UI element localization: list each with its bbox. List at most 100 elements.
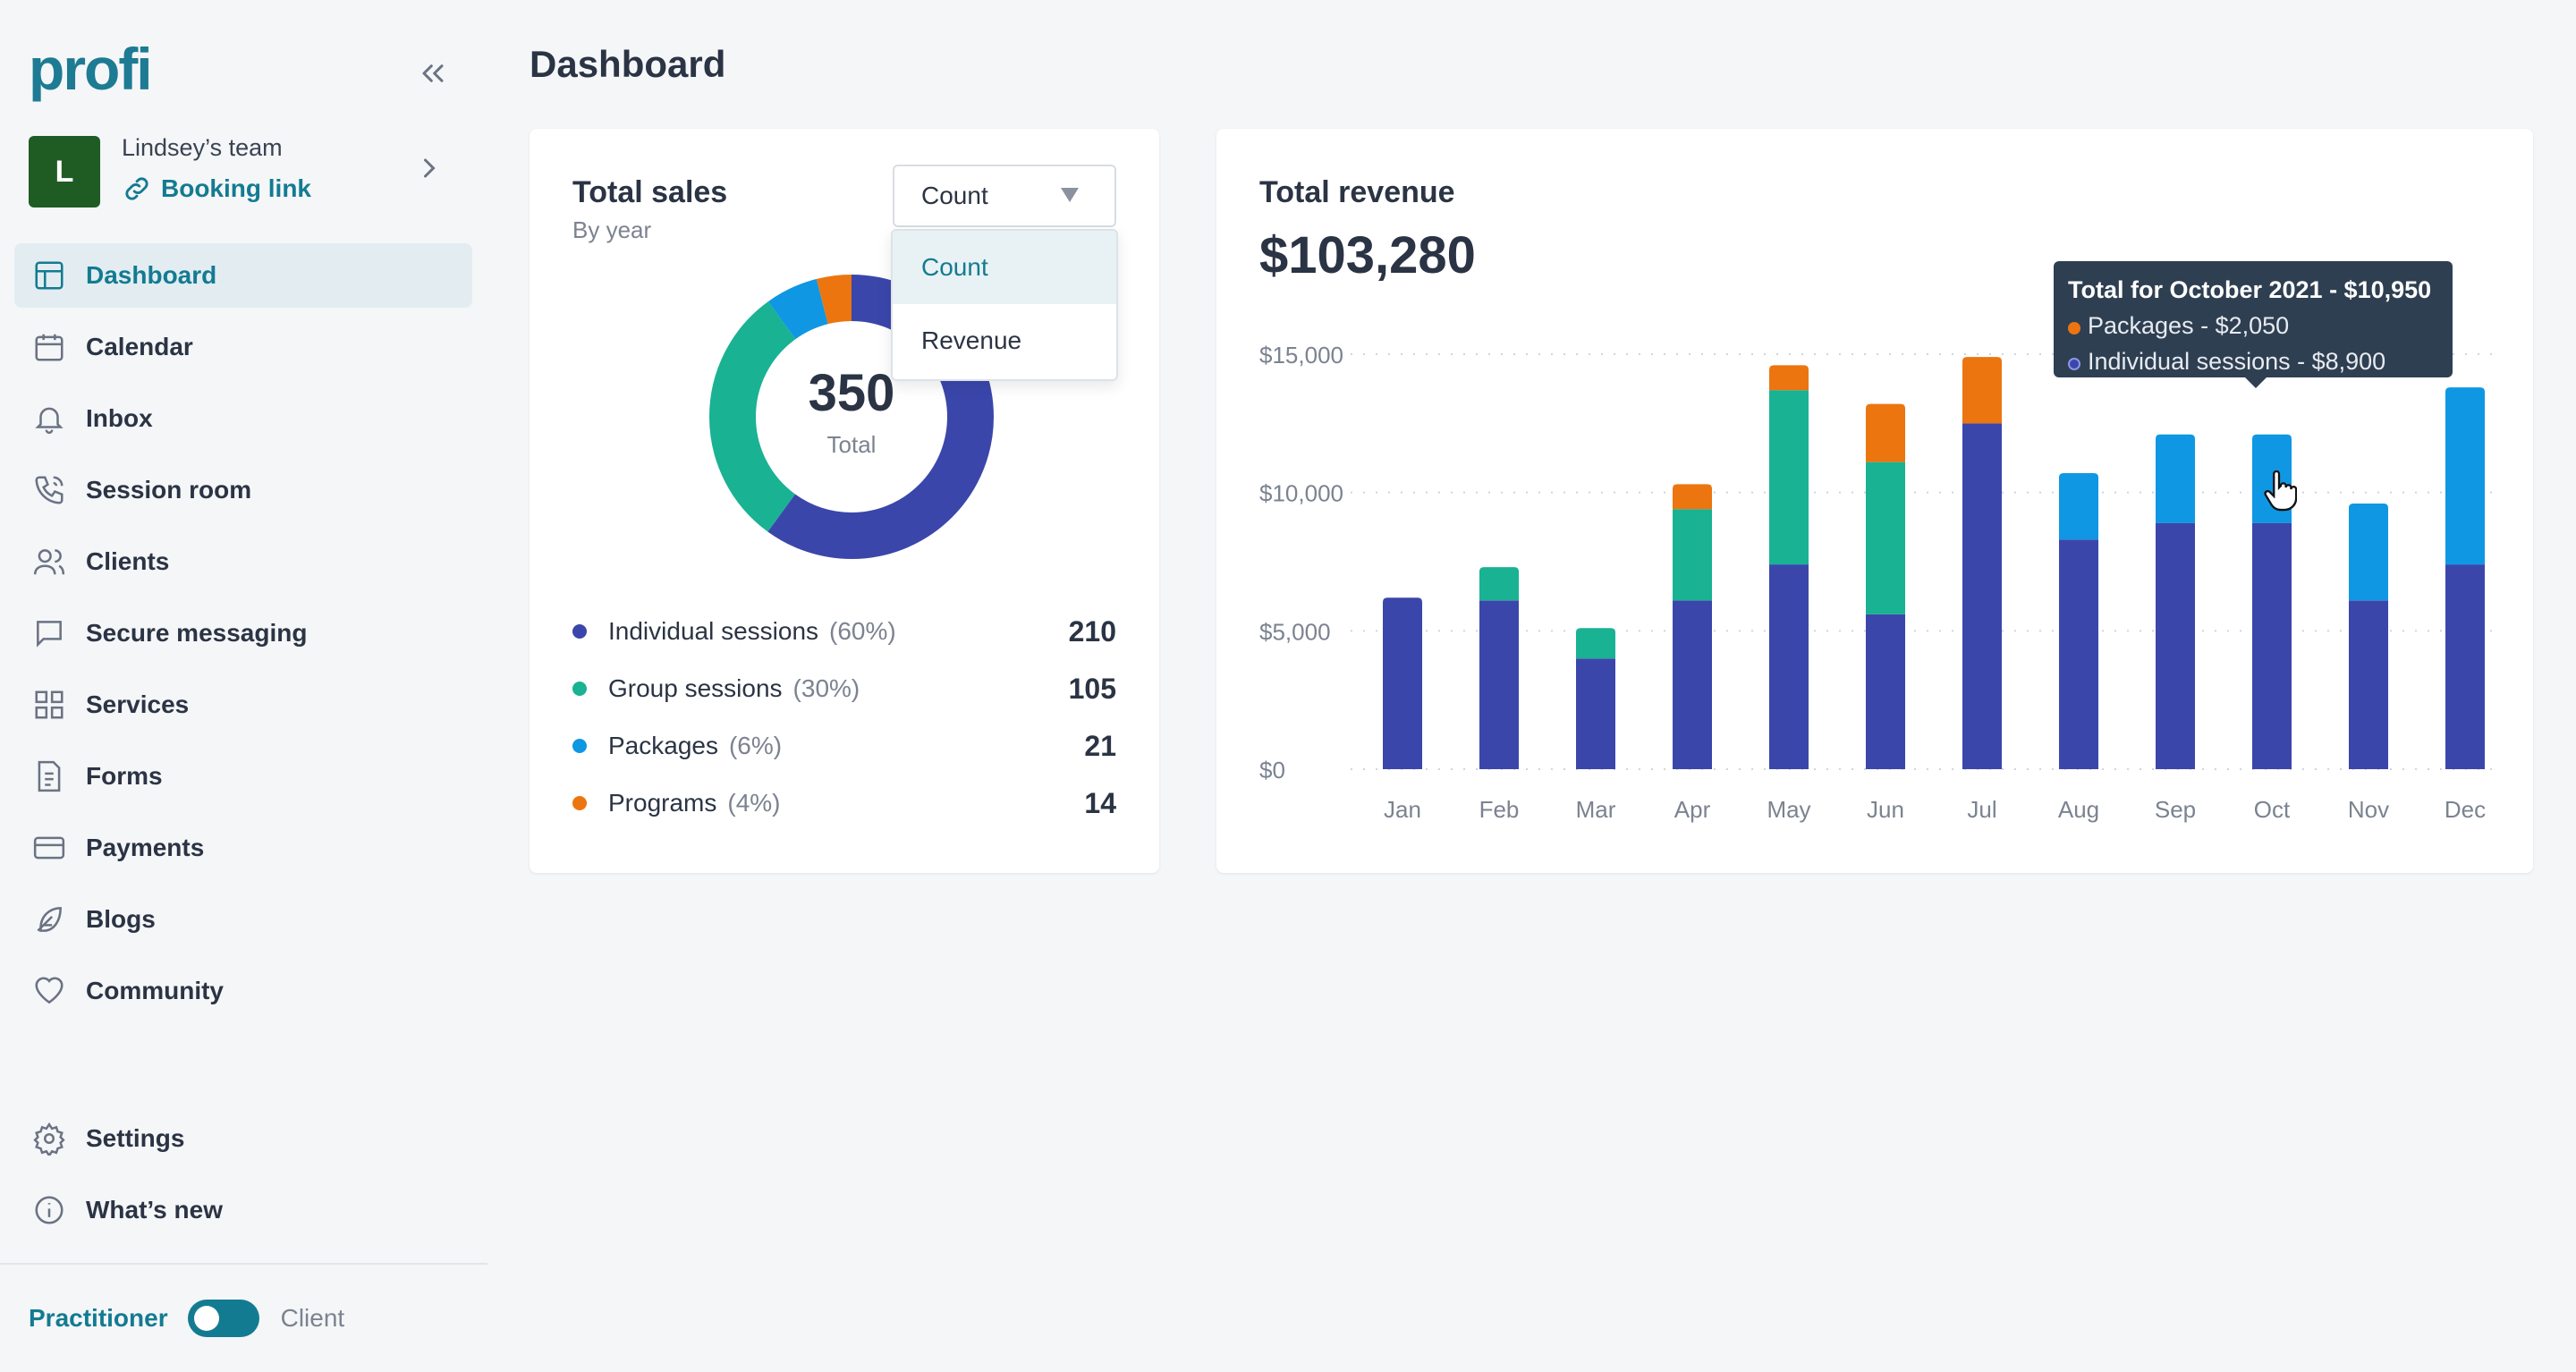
nav-item-label: Calendar bbox=[86, 333, 193, 360]
bar-jun-programs[interactable] bbox=[1866, 403, 1905, 462]
nav-item-session-room[interactable]: Session room bbox=[14, 458, 472, 522]
bar-nov-individual-sessions[interactable] bbox=[2349, 600, 2388, 769]
bar-aug-individual-sessions[interactable] bbox=[2059, 539, 2098, 769]
bar-sep-packages[interactable] bbox=[2156, 434, 2195, 523]
nav-item-label: Community bbox=[86, 977, 224, 1004]
role-toggle: Practitioner Client bbox=[29, 1300, 344, 1337]
option-revenue[interactable]: Revenue bbox=[921, 326, 1022, 354]
y-tick-label: $5,000 bbox=[1259, 618, 1331, 645]
legend-value: 210 bbox=[1068, 614, 1116, 648]
bar-jun-individual-sessions[interactable] bbox=[1866, 614, 1905, 769]
legend-name: Programs bbox=[608, 789, 717, 817]
bar-sep-individual-sessions[interactable] bbox=[2156, 522, 2195, 769]
nav-item-label: Services bbox=[86, 690, 190, 718]
total-revenue-card: Total revenue $103,280 $0 $5,000 $10,000 $1… bbox=[1216, 129, 2533, 873]
role-switch[interactable] bbox=[187, 1300, 259, 1337]
practitioner-label[interactable]: Practitioner bbox=[29, 1304, 168, 1332]
sales-metric-menu: Count Revenue bbox=[891, 229, 1118, 381]
revenue-bar-chart: $0 $5,000 $10,000 $15,000 Jan Feb Mar Apr May Jun… bbox=[1259, 342, 2496, 823]
bar-apr-individual-sessions[interactable] bbox=[1673, 600, 1712, 769]
bar-jan-individual-sessions[interactable] bbox=[1383, 597, 1422, 769]
donut-total-label: Total bbox=[826, 431, 877, 458]
tooltip-dot bbox=[2068, 358, 2080, 370]
donut-slice-programs[interactable] bbox=[709, 275, 994, 559]
nav-item-clients[interactable]: Clients bbox=[14, 529, 472, 594]
bar-mar-group-sessions[interactable] bbox=[1576, 628, 1615, 659]
nav-item-inbox[interactable]: Inbox bbox=[14, 386, 472, 451]
nav-item-label: Session room bbox=[86, 476, 252, 504]
bar-jul-individual-sessions[interactable] bbox=[1962, 423, 2002, 769]
legend-dot bbox=[572, 682, 587, 696]
client-label[interactable]: Client bbox=[280, 1304, 345, 1332]
x-tick-label: Apr bbox=[1674, 796, 1711, 823]
bar-dec-individual-sessions[interactable] bbox=[2445, 564, 2485, 769]
sales-subtitle: By year bbox=[572, 216, 652, 243]
chat-icon bbox=[37, 621, 62, 648]
bar-nov-packages[interactable] bbox=[2349, 504, 2388, 601]
revenue-title: Total revenue bbox=[1259, 175, 1455, 209]
bar-oct-individual-sessions[interactable] bbox=[2252, 522, 2292, 769]
bar-may-group-sessions[interactable] bbox=[1769, 390, 1809, 565]
sidebar-divider bbox=[0, 1263, 487, 1265]
legend-pct: (4%) bbox=[727, 789, 781, 817]
profi-logo[interactable]: profi bbox=[29, 36, 153, 102]
donut-slice-group-sessions[interactable] bbox=[709, 275, 994, 559]
dashboard-icon bbox=[35, 261, 64, 290]
x-tick-label: Oct bbox=[2254, 796, 2291, 823]
switch-knob bbox=[193, 1306, 219, 1331]
select-value: Count bbox=[921, 182, 988, 209]
nav-item-services[interactable]: Services bbox=[14, 673, 472, 737]
bar-dec-packages[interactable] bbox=[2445, 387, 2485, 565]
sales-metric-select[interactable]: Count bbox=[893, 165, 1116, 227]
nav-item-label: Forms bbox=[86, 762, 163, 790]
legend-dot bbox=[572, 739, 587, 753]
legend-pct: (30%) bbox=[792, 674, 860, 702]
booking-link[interactable]: Booking link bbox=[122, 174, 311, 204]
caret-down-icon bbox=[1061, 188, 1079, 202]
x-tick-label: Jul bbox=[1967, 796, 1996, 823]
nav-item-label: Settings bbox=[86, 1124, 185, 1152]
bar-apr-programs[interactable] bbox=[1673, 484, 1712, 510]
nav-item-calendar[interactable]: Calendar bbox=[14, 315, 472, 379]
bar-jun-group-sessions[interactable] bbox=[1866, 462, 1905, 614]
hand-cursor-icon bbox=[2264, 470, 2297, 512]
bar-feb-group-sessions[interactable] bbox=[1479, 567, 1519, 601]
y-tick-label: $0 bbox=[1259, 757, 1285, 783]
nav-item-label: Inbox bbox=[86, 404, 153, 432]
bar-mar-individual-sessions[interactable] bbox=[1576, 658, 1615, 769]
revenue-amount: $103,280 bbox=[1259, 226, 1476, 284]
nav-item-whats-new[interactable]: What’s new bbox=[14, 1178, 472, 1242]
team-avatar: L bbox=[29, 136, 100, 207]
option-count[interactable]: Count bbox=[893, 231, 1116, 304]
chevron-right-icon bbox=[413, 152, 445, 184]
collapse-sidebar-icon[interactable] bbox=[415, 55, 451, 91]
nav-item-label: Payments bbox=[86, 834, 205, 861]
x-tick-label: May bbox=[1767, 796, 1810, 823]
legend-row-packages: Packages (6%) 21 bbox=[572, 717, 1116, 775]
nav-item-settings[interactable]: Settings bbox=[14, 1106, 472, 1171]
bar-jul-programs[interactable] bbox=[1962, 357, 2002, 424]
legend-dot bbox=[572, 624, 587, 639]
team-switcher[interactable]: L Lindsey’s team Booking link bbox=[29, 134, 449, 209]
bar-apr-group-sessions[interactable] bbox=[1673, 509, 1712, 601]
nav-item-community[interactable]: Community bbox=[14, 959, 472, 1023]
nav-item-blogs[interactable]: Blogs bbox=[14, 887, 472, 952]
bar-may-individual-sessions[interactable] bbox=[1769, 564, 1809, 769]
tooltip-text: Packages - $2,050 bbox=[2088, 312, 2290, 339]
booking-link-label: Booking link bbox=[161, 174, 311, 202]
legend-row-group: Group sessions (30%) 105 bbox=[572, 660, 1116, 717]
bar-aug-packages[interactable] bbox=[2059, 473, 2098, 540]
x-tick-label: Jan bbox=[1384, 796, 1421, 823]
tooltip-dot bbox=[2068, 322, 2080, 335]
total-sales-card: Total sales By year Count Count Revenue … bbox=[530, 129, 1159, 873]
legend-row-programs: Programs (4%) 14 bbox=[572, 775, 1116, 832]
bar-may-programs[interactable] bbox=[1769, 365, 1809, 391]
nav-item-payments[interactable]: Payments bbox=[14, 816, 472, 880]
nav-item-label: What’s new bbox=[86, 1196, 223, 1224]
nav-item-secure-messaging[interactable]: Secure messaging bbox=[14, 601, 472, 665]
x-tick-label: Mar bbox=[1576, 796, 1616, 823]
bar-feb-individual-sessions[interactable] bbox=[1479, 600, 1519, 769]
nav-item-forms[interactable]: Forms bbox=[14, 744, 472, 809]
nav-item-dashboard[interactable]: Dashboard bbox=[14, 243, 472, 308]
calendar-icon bbox=[35, 334, 64, 361]
